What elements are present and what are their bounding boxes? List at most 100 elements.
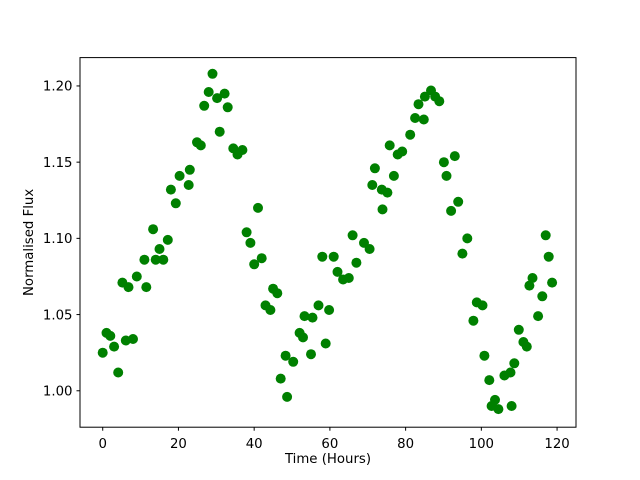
data-point <box>527 273 538 283</box>
data-point <box>275 373 286 384</box>
x-tick-label: 40 <box>246 437 263 452</box>
x-tick-label: 100 <box>469 437 494 452</box>
data-point <box>212 93 223 104</box>
data-point <box>299 311 310 322</box>
data-point <box>484 375 495 386</box>
plot-frame <box>79 57 577 428</box>
data-point <box>453 196 464 207</box>
data-point <box>364 244 375 254</box>
data-point <box>537 291 548 302</box>
data-point <box>280 350 291 361</box>
data-point <box>547 277 558 288</box>
data-point <box>513 324 524 335</box>
data-point <box>195 140 206 151</box>
data-point <box>369 163 380 174</box>
data-point <box>449 151 460 162</box>
data-point <box>123 282 134 293</box>
data-point <box>457 248 468 259</box>
data-point <box>158 254 169 265</box>
x-axis-label: Time (Hours) <box>284 452 371 467</box>
data-point <box>543 251 554 262</box>
data-point <box>479 350 490 361</box>
data-point <box>207 68 218 79</box>
data-point <box>174 170 185 181</box>
data-point <box>237 145 248 155</box>
data-point <box>245 237 256 248</box>
data-point <box>367 180 378 190</box>
data-point <box>306 349 316 360</box>
x-tick-label: 80 <box>397 437 414 452</box>
data-point <box>253 202 263 213</box>
data-point <box>272 288 283 299</box>
axis-ticks-layer: 0 20 40 60 80 100 120 1.00 1.05 1.10 1.15 1.20 <box>43 80 570 452</box>
x-tick-label: 0 <box>98 437 106 452</box>
y-tick-label: 1.10 <box>43 232 73 247</box>
data-point <box>150 254 161 265</box>
data-point <box>241 227 252 238</box>
y-tick-label: 1.05 <box>43 308 73 323</box>
x-tick-label: 120 <box>544 437 569 452</box>
data-point <box>397 146 408 157</box>
data-point <box>524 280 535 291</box>
data-point <box>199 100 210 111</box>
data-point <box>413 99 424 110</box>
data-point <box>382 187 393 198</box>
data-point <box>203 87 214 97</box>
data-point <box>332 266 343 277</box>
data-point <box>509 358 520 369</box>
data-point <box>109 341 120 352</box>
data-point <box>139 254 150 265</box>
data-point <box>154 244 165 254</box>
data-point <box>113 367 124 378</box>
data-point <box>256 253 267 264</box>
data-point <box>351 257 362 268</box>
data-point <box>162 234 173 245</box>
data-point <box>324 305 335 315</box>
data-point <box>521 341 532 352</box>
data-point <box>462 233 473 244</box>
data-point <box>328 251 339 262</box>
data-point <box>505 367 516 378</box>
data-point <box>490 394 500 405</box>
data-point <box>131 271 142 282</box>
data-point <box>222 102 233 113</box>
data-point <box>533 311 544 322</box>
data-point <box>282 391 293 402</box>
data-point <box>183 180 194 190</box>
data-point <box>265 305 276 315</box>
data-point <box>249 259 260 270</box>
data-point <box>405 129 416 140</box>
data-point <box>384 140 395 151</box>
data-point <box>97 347 108 358</box>
data-point <box>320 338 331 349</box>
data-point <box>434 96 445 107</box>
x-tick-label: 20 <box>170 437 187 452</box>
data-point <box>307 312 318 323</box>
data-point <box>377 204 388 215</box>
data-point <box>343 273 354 283</box>
y-tick-label: 1.00 <box>43 385 73 400</box>
data-point <box>219 88 230 99</box>
data-point <box>388 170 399 181</box>
data-point <box>105 330 116 341</box>
data-point <box>313 300 324 311</box>
data-point <box>214 126 225 137</box>
scatter-points-layer <box>97 68 558 415</box>
data-point <box>128 334 138 344</box>
data-point <box>441 170 452 181</box>
data-point <box>148 224 159 235</box>
data-point <box>410 113 421 123</box>
data-point <box>438 157 449 168</box>
data-point <box>418 114 429 125</box>
data-point <box>347 230 358 241</box>
y-tick-label: 1.20 <box>43 80 73 95</box>
data-point <box>446 205 457 216</box>
data-point <box>317 251 328 262</box>
y-tick-label: 1.15 <box>43 156 73 171</box>
x-tick-label: 60 <box>321 437 338 452</box>
data-point <box>141 282 152 293</box>
data-point <box>184 164 195 175</box>
data-point <box>493 404 504 415</box>
